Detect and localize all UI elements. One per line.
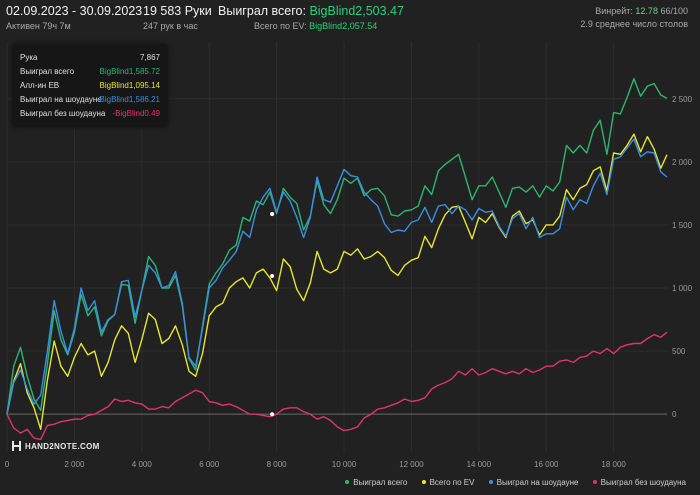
legend-label: Выиграл всего xyxy=(353,478,408,487)
tooltip-value: BigBlind1,095.14 xyxy=(99,81,161,90)
hover-tooltip: Рука 7,867 Выиграл всего BigBlind1,585.7… xyxy=(12,44,168,127)
tooltip-row-allin-ev: Алл-ин ЕВ BigBlind1,095.14 xyxy=(20,81,160,93)
logo-text: HAND2NOTE.COM xyxy=(25,442,100,451)
tooltip-value: -BigBlind0.49 xyxy=(112,109,160,118)
date-range[interactable]: 02.09.2023 - 30.09.2023 xyxy=(6,4,143,18)
y-tick-label: 2 500 xyxy=(672,95,693,104)
tooltip-row-showdown: Выиграл на шоудауне BigBlind1,586.21 xyxy=(20,95,160,107)
x-tick-label: 16 000 xyxy=(534,460,559,469)
x-tick-label: 8 000 xyxy=(267,460,288,469)
tooltip-row-won-total: Выиграл всего BigBlind1,585.72 xyxy=(20,67,160,79)
winrate-block: Винрейт: 12.78 66/100 2.9 среднее число … xyxy=(580,6,688,29)
axes: 0 2 000 4 000 6 000 8 000 10 000 12 000 14 000 1… xyxy=(5,95,693,469)
legend-item-won-total[interactable]: Выиграл всего xyxy=(345,478,407,487)
hands-count: 19 583 Руки xyxy=(143,4,212,18)
ev-total-value: BigBlind2,057.54 xyxy=(309,21,378,31)
winrate-label: Винрейт: xyxy=(595,6,633,16)
stats-header: 02.09.2023 - 30.09.2023 Активен 79ч 7м 1… xyxy=(0,4,700,38)
legend-dot xyxy=(345,480,350,484)
ev-total-label: Всего по EV: xyxy=(254,21,307,31)
won-total: Выиграл всего: BigBlind2,503.47 xyxy=(218,4,404,18)
tooltip-row-non-showdown: Выиграл без шоудауна -BigBlind0.49 xyxy=(20,109,160,121)
series-line-ev-total xyxy=(6,133,668,430)
hover-point xyxy=(270,412,275,417)
legend-label: Всего по EV xyxy=(429,478,475,487)
ev-total: Всего по EV: BigBlind2,057.54 xyxy=(254,21,404,31)
winrate-value: 12.78 xyxy=(635,6,658,16)
x-tick-label: 10 000 xyxy=(332,460,357,469)
legend-item-non-showdown[interactable]: Выиграл без шоудауна xyxy=(592,478,686,487)
legend-item-showdown[interactable]: Выиграл на шоудауне xyxy=(488,478,579,487)
tooltip-value: BigBlind1,586.21 xyxy=(99,95,161,104)
tooltip-label: Алл-ин ЕВ xyxy=(20,81,60,90)
x-tick-label: 4 000 xyxy=(132,460,153,469)
avg-tables: 2.9 среднее число столов xyxy=(580,19,688,29)
hover-point xyxy=(270,212,275,217)
legend-dot xyxy=(421,480,426,484)
x-tick-label: 6 000 xyxy=(199,460,220,469)
tooltip-label: Рука xyxy=(20,53,38,62)
hover-point xyxy=(270,273,275,278)
x-tick-label: 2 000 xyxy=(64,460,85,469)
series-line-showdown xyxy=(6,138,668,415)
legend-dot xyxy=(488,480,493,484)
logo-icon xyxy=(12,441,21,451)
y-tick-label: 500 xyxy=(672,347,686,356)
legend-dot xyxy=(592,480,597,484)
y-tick-label: 2 000 xyxy=(672,158,693,167)
series-line-non-showdown xyxy=(6,331,668,441)
brand-logo: HAND2NOTE.COM xyxy=(12,441,100,451)
won-block: Выиграл всего: BigBlind2,503.47 Всего по… xyxy=(218,4,404,31)
tooltip-row-hand: Рука 7,867 xyxy=(20,53,160,65)
tooltip-value: 7,867 xyxy=(139,53,160,62)
x-tick-label: 12 000 xyxy=(399,460,424,469)
series-line-won-total xyxy=(6,77,668,415)
x-tick-label: 0 xyxy=(5,460,10,469)
won-total-value: BigBlind2,503.47 xyxy=(309,4,404,18)
tooltip-label: Выиграл без шоудауна xyxy=(20,109,106,118)
hover-markers xyxy=(270,212,275,417)
tooltip-value: BigBlind1,585.72 xyxy=(99,67,161,76)
legend-item-ev-total[interactable]: Всего по EV xyxy=(421,478,475,487)
winrate: Винрейт: 12.78 66/100 xyxy=(580,6,688,16)
winrate-suffix: 66/100 xyxy=(660,6,688,16)
active-time: Активен 79ч 7м xyxy=(6,21,71,31)
y-tick-label: 0 xyxy=(672,410,677,419)
date-block: 02.09.2023 - 30.09.2023 Активен 79ч 7м xyxy=(6,4,142,31)
tooltip-label: Выиграл всего xyxy=(20,67,75,76)
tooltip-label: Выиграл на шоудауне xyxy=(20,95,102,104)
series-lines xyxy=(6,77,668,441)
legend-label: Выиграл без шоудауна xyxy=(600,478,686,487)
won-total-label: Выиграл всего: xyxy=(218,4,306,18)
y-tick-label: 1 500 xyxy=(672,221,693,230)
legend-label: Выиграл на шоудауне xyxy=(496,478,579,487)
x-tick-label: 18 000 xyxy=(601,460,626,469)
hands-per-hour: 247 рук в час xyxy=(143,21,198,31)
chart-legend: Выиграл всего Всего по EV Выиграл на шоу… xyxy=(333,478,686,487)
x-tick-label: 14 000 xyxy=(467,460,492,469)
hands-block: 19 583 Руки 247 рук в час xyxy=(143,4,212,31)
y-tick-label: 1 000 xyxy=(672,284,693,293)
